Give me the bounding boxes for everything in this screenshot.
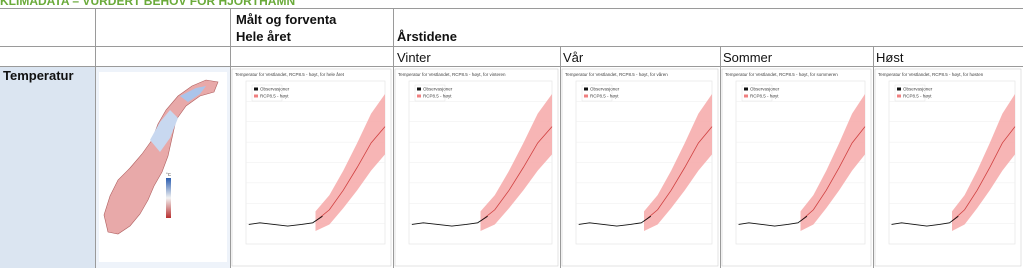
legend-box: [414, 84, 446, 102]
row-label: Temperatur: [3, 68, 74, 83]
legend-swatch: [417, 94, 421, 98]
season-header: Høst: [876, 50, 904, 65]
legend-swatch: [584, 87, 588, 91]
legend-label: Observasjoner: [750, 87, 780, 92]
legend-box: [894, 84, 926, 102]
chart-image: Temperatur for Vestlandet, RCP8.5 - høyt…: [721, 68, 872, 267]
season-header: Sommer: [723, 50, 773, 65]
legend-label: RCP8.5 - høyt: [590, 94, 619, 99]
chart-title: Temperatur for Vestlandet, RCP8.5 - høyt…: [398, 72, 506, 77]
legend-swatch: [417, 87, 421, 91]
chart-image: Temperatur for Vestlandet, RCP8.5 - høyt…: [231, 68, 392, 267]
chart-title: Temperatur for Vestlandet, RCP8.5 - høyt…: [235, 71, 345, 77]
legend-box: [251, 84, 283, 102]
legend-swatch: [744, 94, 748, 98]
projection-band: [800, 94, 865, 231]
legend-label: Observasjoner: [423, 87, 453, 92]
legend-label: RCP8.5 - høyt: [750, 94, 779, 99]
chart-title: Temperatur for Vestlandet, RCP8.5 - høyt…: [725, 72, 838, 77]
observations: [248, 215, 323, 227]
legend-swatch: [897, 87, 901, 91]
legend-label: RCP8.5 - høyt: [903, 94, 932, 99]
legend-label: Observasjoner: [260, 87, 290, 92]
projection-band: [315, 94, 385, 231]
legend-box: [581, 84, 613, 102]
legend-label: Observasjoner: [903, 87, 933, 92]
legend-swatch: [254, 87, 258, 91]
legend-label: Observasjoner: [590, 87, 620, 92]
legend-swatch: [254, 94, 258, 98]
column-header: Målt og forventa: [236, 12, 337, 27]
legend-label: RCP8.5 - høyt: [423, 94, 452, 99]
chart-image: Temperatur for Vestlandet, RCP8.5 - høyt…: [874, 68, 1022, 267]
season-header: Vår: [563, 50, 584, 65]
column-header: Årstidene: [397, 29, 457, 44]
table-grid: [0, 8, 1023, 268]
projection-median: [951, 126, 1016, 222]
legend-swatch: [584, 94, 588, 98]
row-label-cell: [0, 66, 95, 268]
observations: [578, 215, 652, 227]
column-header: Hele året: [236, 29, 292, 44]
observations: [411, 215, 488, 227]
legend-box: [741, 84, 773, 102]
projection-median: [480, 126, 553, 222]
observations: [891, 215, 959, 227]
observations: [738, 215, 808, 227]
chart-frame: [721, 68, 872, 267]
projection-band: [644, 94, 712, 231]
legend-swatch: [744, 87, 748, 91]
projection-median: [315, 126, 386, 222]
projection-band: [952, 94, 1015, 231]
map-legend-unit: °C: [166, 172, 172, 177]
projection-band: [480, 94, 552, 231]
chart-image: Temperatur for Vestlandet, RCP8.5 - høyt…: [394, 68, 559, 267]
chart-image: Temperatur for Vestlandet, RCP8.5 - høyt…: [561, 68, 719, 267]
chart-title: Temperatur for Vestlandet, RCP8.5 - høyt…: [565, 71, 668, 77]
chart-title: Temperatur for Vestlandet, RCP8.5 - høyt…: [878, 72, 984, 77]
legend-label: RCP8.5 - høyt: [260, 94, 289, 99]
projection-median: [643, 126, 713, 222]
season-header: Vinter: [397, 50, 431, 65]
map-image: °C: [99, 72, 227, 262]
page-title: KLIMADATA – VURDERT BEHOV FOR HJORTHAMN: [0, 0, 295, 8]
projection-median: [800, 126, 866, 222]
legend-swatch: [897, 94, 901, 98]
